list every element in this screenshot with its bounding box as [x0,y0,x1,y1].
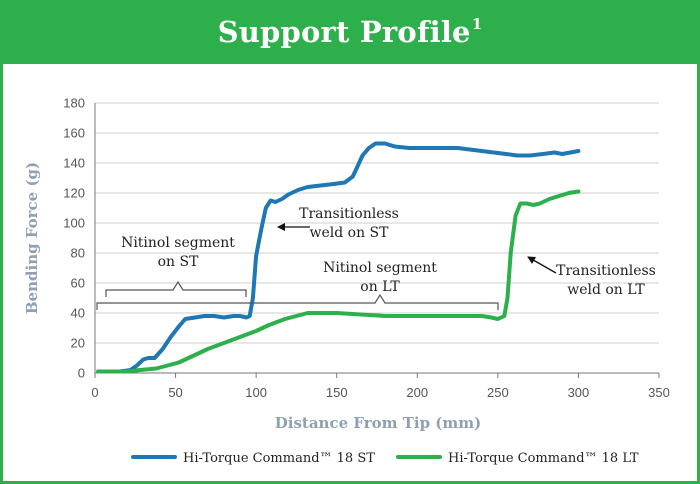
series-line-st [96,141,581,374]
annotation-nitinol-st-line2: on ST [158,254,199,270]
series [96,141,581,374]
annotation-transitionless-st-line2: weld on ST [310,225,390,241]
x-tick-label: 250 [487,385,509,400]
series-line-lt [96,189,581,374]
x-tick-label: 150 [326,385,348,400]
axes: 0 20 40 60 80 100 120 140 160 180 0 50 100 150 200 250 3… [63,96,670,401]
annotation-nitinol-st-line1: Nitinol segment [121,235,235,251]
y-tick-label: 80 [71,246,85,261]
legend-label-lt: Hi-Torque Command™ 18 LT [448,451,639,466]
chart-title-text: Support Profile [217,15,471,49]
x-tick-label: 50 [168,385,182,400]
x-tick-label: 100 [245,385,267,400]
x-tick-label: 200 [406,385,428,400]
y-tick-label: 20 [71,336,85,351]
y-tick-label: 180 [63,96,85,111]
title-banner: Support Profile1 [0,0,700,64]
y-tick-label: 140 [63,156,85,171]
brace-nitinol-lt [96,293,499,310]
y-tick-label: 0 [78,366,85,381]
arrow-transitionless-lt [527,256,557,274]
annotation-nitinol-lt-line1: Nitinol segment [323,260,437,276]
annotation-transitionless-lt-line1: Transitionless [556,263,656,279]
grid [95,102,659,344]
annotation-transitionless-lt-line2: weld on LT [567,282,645,298]
annotations: Nitinol segment on ST Nitinol segment on… [96,206,656,310]
annotation-transitionless-st-line1: Transitionless [299,206,399,222]
chart-title: Support Profile1 [218,15,483,49]
x-tick-label: 300 [568,385,590,400]
y-tick-label: 120 [63,186,85,201]
y-tick-label: 40 [71,306,85,321]
x-tick-label: 350 [648,385,670,400]
y-tick-label: 60 [71,276,85,291]
y-tick-label: 160 [63,126,85,141]
y-axis-label: Bending Force (g) [23,162,41,314]
x-tick-label: 0 [91,385,98,400]
legend-label-st: Hi-Torque Command™ 18 ST [183,451,375,466]
brace-nitinol-st [105,280,247,297]
title-footnote-marker: 1 [471,15,483,33]
y-tick-label: 100 [63,216,85,231]
x-axis-label: Distance From Tip (mm) [275,414,482,432]
legend: Hi-Torque Command™ 18 ST Hi-Torque Comma… [131,451,639,466]
annotation-nitinol-lt-line2: on LT [360,279,400,295]
